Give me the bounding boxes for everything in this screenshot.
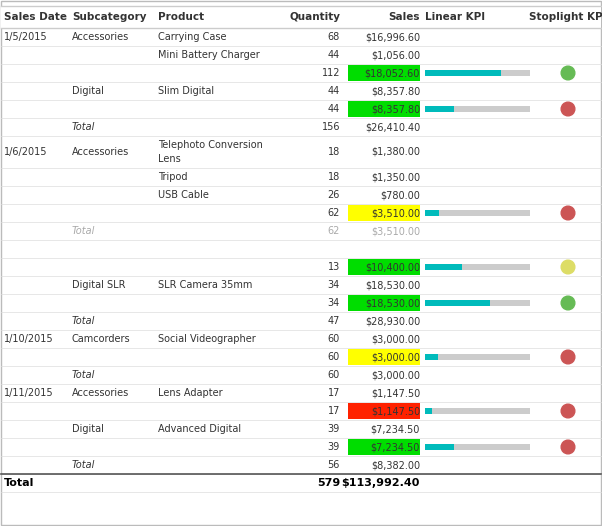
Text: $18,530.00: $18,530.00 — [365, 298, 420, 308]
Text: $1,147.50: $1,147.50 — [371, 388, 420, 398]
Text: Digital: Digital — [72, 424, 104, 434]
Text: 26: 26 — [327, 190, 340, 200]
Text: 1/11/2015: 1/11/2015 — [4, 388, 54, 398]
Circle shape — [561, 260, 575, 274]
FancyBboxPatch shape — [348, 65, 420, 81]
Text: 56: 56 — [327, 460, 340, 470]
FancyBboxPatch shape — [425, 264, 530, 270]
Text: $3,000.00: $3,000.00 — [371, 370, 420, 380]
Text: Telephoto Conversion: Telephoto Conversion — [158, 140, 263, 150]
FancyBboxPatch shape — [425, 354, 438, 360]
FancyBboxPatch shape — [425, 444, 455, 450]
Text: $26,410.40: $26,410.40 — [365, 122, 420, 132]
Text: $1,147.50: $1,147.50 — [371, 406, 420, 416]
FancyBboxPatch shape — [348, 101, 420, 117]
FancyBboxPatch shape — [425, 106, 455, 112]
Circle shape — [561, 102, 575, 116]
Circle shape — [561, 350, 575, 364]
Text: Accessories: Accessories — [72, 147, 129, 157]
FancyBboxPatch shape — [425, 210, 439, 216]
Text: 1/10/2015: 1/10/2015 — [4, 334, 54, 344]
Text: 17: 17 — [327, 406, 340, 416]
Text: $3,510.00: $3,510.00 — [371, 226, 420, 236]
Text: Mini Battery Charger: Mini Battery Charger — [158, 50, 259, 60]
Text: $3,000.00: $3,000.00 — [371, 334, 420, 344]
Text: $28,930.00: $28,930.00 — [365, 316, 420, 326]
FancyBboxPatch shape — [348, 259, 420, 275]
Text: Sales: Sales — [388, 12, 420, 22]
FancyBboxPatch shape — [348, 439, 420, 455]
Text: 112: 112 — [321, 68, 340, 78]
Circle shape — [561, 404, 575, 418]
Text: Carrying Case: Carrying Case — [158, 32, 226, 42]
FancyBboxPatch shape — [425, 264, 462, 270]
Text: 1/6/2015: 1/6/2015 — [4, 147, 48, 157]
FancyBboxPatch shape — [425, 210, 530, 216]
Text: $8,382.00: $8,382.00 — [371, 460, 420, 470]
Text: 47: 47 — [327, 316, 340, 326]
Text: Social Videographer: Social Videographer — [158, 334, 256, 344]
Text: Product: Product — [158, 12, 204, 22]
Text: $18,052.60: $18,052.60 — [365, 68, 420, 78]
FancyBboxPatch shape — [425, 354, 530, 360]
Text: Total: Total — [72, 370, 95, 380]
Circle shape — [561, 296, 575, 310]
Text: $7,234.50: $7,234.50 — [371, 424, 420, 434]
Text: Accessories: Accessories — [72, 388, 129, 398]
Text: Digital SLR: Digital SLR — [72, 280, 125, 290]
Text: Total: Total — [72, 460, 95, 470]
Text: 34: 34 — [327, 298, 340, 308]
FancyBboxPatch shape — [348, 295, 420, 311]
Text: 68: 68 — [327, 32, 340, 42]
Text: Total: Total — [72, 316, 95, 326]
Text: Lens: Lens — [158, 154, 181, 164]
Text: $10,400.00: $10,400.00 — [365, 262, 420, 272]
Text: $7,234.50: $7,234.50 — [371, 442, 420, 452]
Text: Total: Total — [4, 478, 34, 488]
Text: 44: 44 — [327, 104, 340, 114]
Text: 62: 62 — [327, 208, 340, 218]
Text: $113,992.40: $113,992.40 — [341, 478, 420, 488]
FancyBboxPatch shape — [348, 349, 420, 365]
Text: 579: 579 — [317, 478, 340, 488]
Text: Slim Digital: Slim Digital — [158, 86, 214, 96]
Text: Advanced Digital: Advanced Digital — [158, 424, 241, 434]
Text: Lens Adapter: Lens Adapter — [158, 388, 223, 398]
Text: Subcategory: Subcategory — [72, 12, 146, 22]
Text: $16,996.60: $16,996.60 — [365, 32, 420, 42]
FancyBboxPatch shape — [425, 300, 490, 306]
Text: 39: 39 — [327, 424, 340, 434]
Text: Stoplight KPI: Stoplight KPI — [529, 12, 602, 22]
Text: $780.00: $780.00 — [380, 190, 420, 200]
Text: 17: 17 — [327, 388, 340, 398]
Text: $3,000.00: $3,000.00 — [371, 352, 420, 362]
FancyBboxPatch shape — [348, 403, 420, 419]
Text: $3,510.00: $3,510.00 — [371, 208, 420, 218]
Text: Quantity: Quantity — [289, 12, 340, 22]
Text: 18: 18 — [327, 147, 340, 157]
Text: 60: 60 — [327, 370, 340, 380]
Text: $8,357.80: $8,357.80 — [371, 104, 420, 114]
Circle shape — [561, 66, 575, 80]
Text: 1/5/2015: 1/5/2015 — [4, 32, 48, 42]
Circle shape — [561, 206, 575, 220]
Text: 44: 44 — [327, 50, 340, 60]
Text: 60: 60 — [327, 334, 340, 344]
Text: USB Cable: USB Cable — [158, 190, 209, 200]
Text: $18,530.00: $18,530.00 — [365, 280, 420, 290]
Text: SLR Camera 35mm: SLR Camera 35mm — [158, 280, 252, 290]
FancyBboxPatch shape — [425, 70, 530, 76]
FancyBboxPatch shape — [425, 408, 432, 414]
FancyBboxPatch shape — [425, 444, 530, 450]
FancyBboxPatch shape — [348, 205, 420, 221]
Text: Digital: Digital — [72, 86, 104, 96]
Text: Total: Total — [72, 122, 95, 132]
Text: 34: 34 — [327, 280, 340, 290]
Text: 156: 156 — [321, 122, 340, 132]
FancyBboxPatch shape — [425, 70, 501, 76]
Text: Linear KPI: Linear KPI — [425, 12, 485, 22]
Text: 13: 13 — [327, 262, 340, 272]
FancyBboxPatch shape — [1, 6, 601, 28]
Text: $1,350.00: $1,350.00 — [371, 172, 420, 182]
